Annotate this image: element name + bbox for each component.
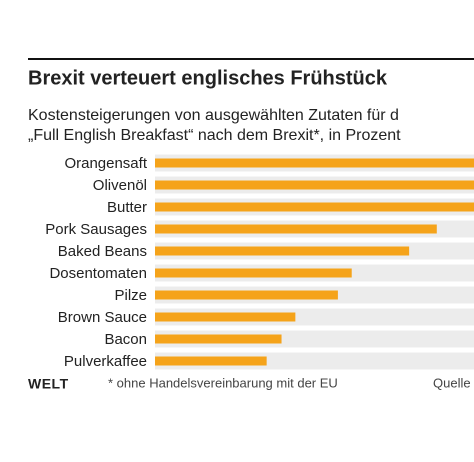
bar — [155, 290, 338, 300]
category-label: Pilze — [114, 287, 147, 304]
subtitle: Kostensteigerungen von ausgewählten Zuta… — [28, 107, 399, 124]
top-rule — [28, 58, 474, 60]
category-label: Pulverkaffee — [64, 353, 147, 370]
bar — [155, 224, 437, 234]
category-label: Orangensaft — [64, 155, 147, 172]
bar — [155, 202, 474, 212]
category-label: Dosentomaten — [49, 265, 147, 282]
bar — [155, 158, 474, 168]
category-label: Brown Sauce — [58, 309, 147, 326]
category-label: Olivenöl — [93, 177, 147, 194]
bar — [155, 180, 474, 190]
logo: WELT — [28, 376, 69, 392]
bar — [155, 268, 352, 278]
footnote: * ohne Handelsvereinbarung mit der EU — [108, 375, 338, 390]
category-label: Pork Sausages — [45, 221, 147, 238]
bar — [155, 246, 410, 256]
bar — [155, 312, 296, 322]
category-label: Bacon — [104, 331, 147, 348]
bar — [155, 334, 282, 344]
category-label: Baked Beans — [58, 243, 147, 260]
bar — [155, 356, 267, 366]
source: Quelle — [433, 375, 471, 390]
chart-title: Brexit verteuert englisches Frühstück — [28, 67, 388, 89]
category-label: Butter — [107, 199, 147, 216]
subtitle: „Full English Breakfast“ nach dem Brexit… — [28, 127, 401, 144]
